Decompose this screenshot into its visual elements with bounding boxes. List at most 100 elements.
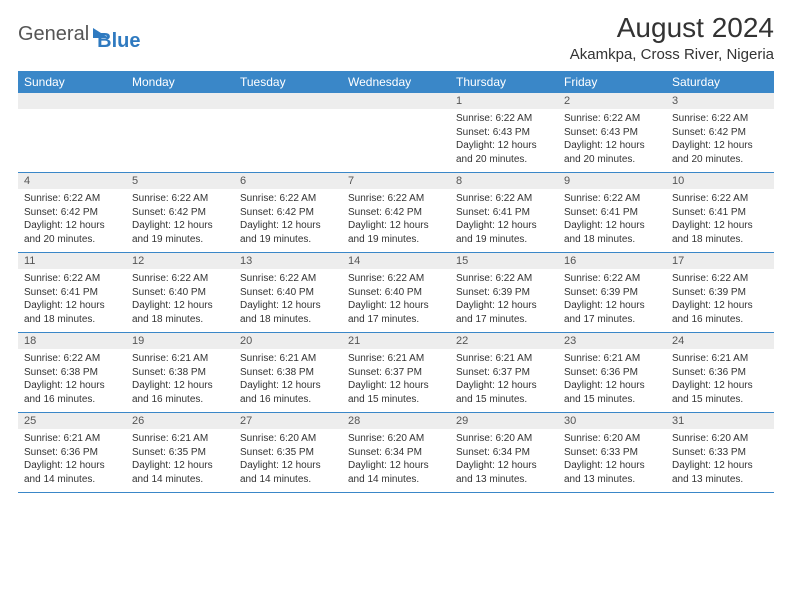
sunset-text: Sunset: 6:36 PM [24,446,120,460]
sunset-text: Sunset: 6:42 PM [24,206,120,220]
day-header: Monday [126,71,234,93]
day-details: Sunrise: 6:21 AMSunset: 6:37 PMDaylight:… [342,349,450,412]
day-number: 6 [234,173,342,189]
sunset-text: Sunset: 6:37 PM [456,366,552,380]
location-label: Akamkpa, Cross River, Nigeria [570,46,774,63]
calendar-cell: 22Sunrise: 6:21 AMSunset: 6:37 PMDayligh… [450,333,558,413]
day-number: 24 [666,333,774,349]
day-number: 30 [558,413,666,429]
sunrise-text: Sunrise: 6:22 AM [240,192,336,206]
calendar-cell: 21Sunrise: 6:21 AMSunset: 6:37 PMDayligh… [342,333,450,413]
calendar-cell: 9Sunrise: 6:22 AMSunset: 6:41 PMDaylight… [558,173,666,253]
daylight-text: Daylight: 12 hours and 19 minutes. [132,219,228,246]
calendar-cell: 30Sunrise: 6:20 AMSunset: 6:33 PMDayligh… [558,413,666,493]
calendar-cell: 25Sunrise: 6:21 AMSunset: 6:36 PMDayligh… [18,413,126,493]
sunrise-text: Sunrise: 6:22 AM [456,112,552,126]
sunset-text: Sunset: 6:42 PM [672,126,768,140]
day-number: 1 [450,93,558,109]
sunrise-text: Sunrise: 6:22 AM [456,272,552,286]
sunset-text: Sunset: 6:36 PM [672,366,768,380]
day-number: 29 [450,413,558,429]
day-details: Sunrise: 6:21 AMSunset: 6:36 PMDaylight:… [558,349,666,412]
sunrise-text: Sunrise: 6:20 AM [456,432,552,446]
calendar-body: 1Sunrise: 6:22 AMSunset: 6:43 PMDaylight… [18,93,774,493]
sunrise-text: Sunrise: 6:21 AM [240,352,336,366]
calendar-cell: 16Sunrise: 6:22 AMSunset: 6:39 PMDayligh… [558,253,666,333]
day-details: Sunrise: 6:22 AMSunset: 6:43 PMDaylight:… [450,109,558,172]
day-details: Sunrise: 6:22 AMSunset: 6:42 PMDaylight:… [342,189,450,252]
daylight-text: Daylight: 12 hours and 17 minutes. [456,299,552,326]
daylight-text: Daylight: 12 hours and 15 minutes. [672,379,768,406]
brand-part1: General [18,23,89,46]
calendar-cell: 31Sunrise: 6:20 AMSunset: 6:33 PMDayligh… [666,413,774,493]
sunrise-text: Sunrise: 6:22 AM [24,192,120,206]
sunset-text: Sunset: 6:41 PM [564,206,660,220]
daylight-text: Daylight: 12 hours and 19 minutes. [240,219,336,246]
sunrise-text: Sunrise: 6:22 AM [564,272,660,286]
day-number: 27 [234,413,342,429]
day-number: 25 [18,413,126,429]
day-details: Sunrise: 6:21 AMSunset: 6:37 PMDaylight:… [450,349,558,412]
sunset-text: Sunset: 6:34 PM [348,446,444,460]
day-details: Sunrise: 6:22 AMSunset: 6:39 PMDaylight:… [558,269,666,332]
sunset-text: Sunset: 6:40 PM [240,286,336,300]
daylight-text: Daylight: 12 hours and 14 minutes. [240,459,336,486]
sunset-text: Sunset: 6:42 PM [240,206,336,220]
day-header: Tuesday [234,71,342,93]
sunrise-text: Sunrise: 6:20 AM [240,432,336,446]
day-number: 13 [234,253,342,269]
calendar-cell: 6 Sunrise: 6:22 AMSunset: 6:42 PMDaylight… [234,173,342,253]
day-number: 4 [18,173,126,189]
day-header-row: SundayMondayTuesdayWednesdayThursdayFrid… [18,71,774,93]
day-details: Sunrise: 6:21 AMSunset: 6:38 PMDaylight:… [234,349,342,412]
calendar-week-row: 1Sunrise: 6:22 AMSunset: 6:43 PMDaylight… [18,93,774,173]
day-details [342,109,450,167]
calendar-cell: 24Sunrise: 6:21 AMSunset: 6:36 PMDayligh… [666,333,774,413]
calendar-cell: 11Sunrise: 6:22 AMSunset: 6:41 PMDayligh… [18,253,126,333]
calendar-cell: 20Sunrise: 6:21 AMSunset: 6:38 PMDayligh… [234,333,342,413]
calendar-cell: 19Sunrise: 6:21 AMSunset: 6:38 PMDayligh… [126,333,234,413]
sunrise-text: Sunrise: 6:21 AM [564,352,660,366]
sunrise-text: Sunrise: 6:22 AM [240,272,336,286]
calendar-week-row: 18Sunrise: 6:22 AMSunset: 6:38 PMDayligh… [18,333,774,413]
day-number: 14 [342,253,450,269]
calendar-cell: 3Sunrise: 6:22 AMSunset: 6:42 PMDaylight… [666,93,774,173]
calendar-cell: 4Sunrise: 6:22 AMSunset: 6:42 PMDaylight… [18,173,126,253]
sunset-text: Sunset: 6:38 PM [24,366,120,380]
calendar-cell: 14Sunrise: 6:22 AMSunset: 6:40 PMDayligh… [342,253,450,333]
day-number: 8 [450,173,558,189]
sunset-text: Sunset: 6:37 PM [348,366,444,380]
day-number: 15 [450,253,558,269]
day-details: Sunrise: 6:20 AMSunset: 6:35 PMDaylight:… [234,429,342,492]
daylight-text: Daylight: 12 hours and 17 minutes. [348,299,444,326]
calendar-cell: 18Sunrise: 6:22 AMSunset: 6:38 PMDayligh… [18,333,126,413]
calendar-cell: 28Sunrise: 6:20 AMSunset: 6:34 PMDayligh… [342,413,450,493]
calendar-cell: 12Sunrise: 6:22 AMSunset: 6:40 PMDayligh… [126,253,234,333]
calendar-week-row: 4Sunrise: 6:22 AMSunset: 6:42 PMDaylight… [18,173,774,253]
brand-part2: Blue [97,30,140,53]
daylight-text: Daylight: 12 hours and 16 minutes. [672,299,768,326]
daylight-text: Daylight: 12 hours and 16 minutes. [24,379,120,406]
sunset-text: Sunset: 6:36 PM [564,366,660,380]
day-number: 18 [18,333,126,349]
day-number: 11 [18,253,126,269]
daylight-text: Daylight: 12 hours and 20 minutes. [564,139,660,166]
sunset-text: Sunset: 6:35 PM [132,446,228,460]
page-header: General Blue August 2024 Akamkpa, Cross … [18,12,774,63]
daylight-text: Daylight: 12 hours and 20 minutes. [672,139,768,166]
calendar-cell: 7Sunrise: 6:22 AMSunset: 6:42 PMDaylight… [342,173,450,253]
daylight-text: Daylight: 12 hours and 20 minutes. [456,139,552,166]
sunset-text: Sunset: 6:42 PM [132,206,228,220]
sunrise-text: Sunrise: 6:21 AM [348,352,444,366]
daylight-text: Daylight: 12 hours and 15 minutes. [456,379,552,406]
sunset-text: Sunset: 6:41 PM [456,206,552,220]
sunrise-text: Sunrise: 6:21 AM [132,352,228,366]
day-number [234,93,342,109]
day-number: 28 [342,413,450,429]
sunrise-text: Sunrise: 6:22 AM [456,192,552,206]
day-details: Sunrise: 6:22 AMSunset: 6:38 PMDaylight:… [18,349,126,412]
day-number: 31 [666,413,774,429]
daylight-text: Daylight: 12 hours and 18 minutes. [672,219,768,246]
day-details: Sunrise: 6:22 AMSunset: 6:40 PMDaylight:… [126,269,234,332]
day-number [342,93,450,109]
